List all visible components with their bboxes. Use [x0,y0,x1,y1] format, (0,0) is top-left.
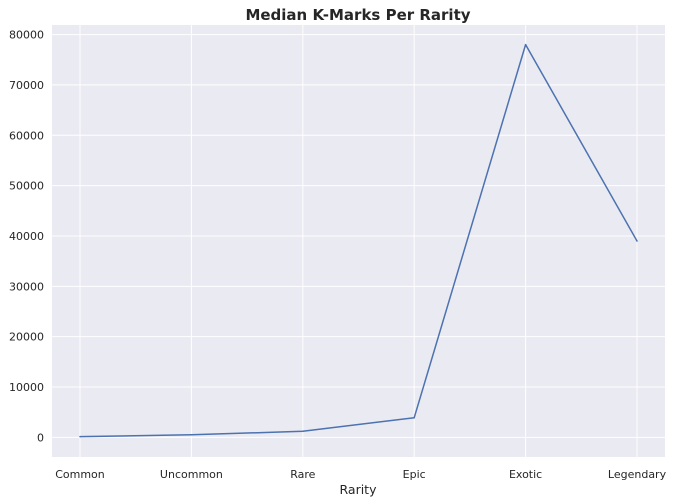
data-point [302,430,304,433]
x-tick-label: Exotic [509,468,542,481]
y-tick-label: 50000 [9,180,44,193]
data-point [190,434,193,436]
data-point [524,43,527,46]
plot-background [52,25,665,457]
data-point [413,416,415,419]
grid-layer [52,25,665,457]
y-tick-label: 20000 [9,331,44,344]
series-layer [79,43,638,438]
x-axis-label: Rarity [340,482,378,497]
x-tick-label: Uncommon [160,468,223,481]
x-tick-label: Epic [403,468,426,481]
y-tick-label: 30000 [9,280,44,293]
x-tick-label: Rare [290,468,315,481]
y-tick-label: 10000 [9,381,44,394]
chart-title: Median K-Marks Per Rarity [245,6,470,24]
y-tick-label: 60000 [9,129,44,142]
data-point [636,240,638,242]
x-tick-label: Legendary [608,468,667,481]
series-line [79,43,638,438]
y-tick-label: 0 [37,431,44,444]
x-tick-labels: Common Uncommon Rare Epic Exotic Legendary [55,468,666,481]
y-tick-label: 70000 [9,79,44,92]
y-tick-label: 40000 [9,230,44,243]
y-tick-label: 80000 [9,29,44,42]
y-tick-labels: 0 10000 20000 30000 40000 50000 60000 70000 8000… [9,29,44,445]
x-tick-label: Common [55,468,105,481]
data-point [79,435,81,438]
